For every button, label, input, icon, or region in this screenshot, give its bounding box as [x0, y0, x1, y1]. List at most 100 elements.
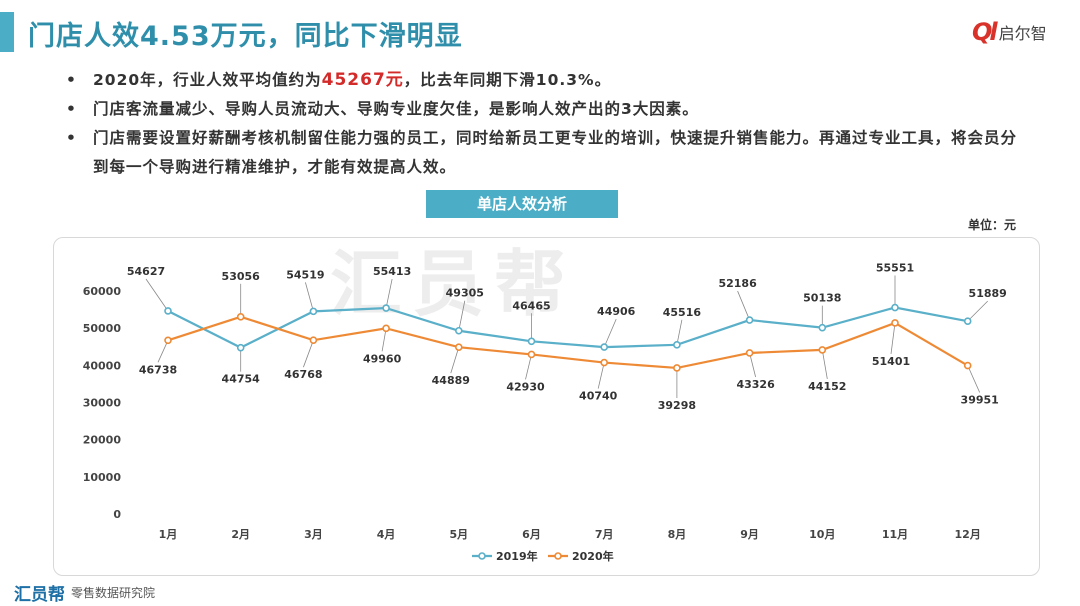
bullet-item: • 门店需要设置好薪酬考核机制留住能力强的员工，同时给新员工更专业的培训，快速提… — [66, 124, 1026, 182]
title-accent-bar — [0, 12, 14, 52]
data-point — [382, 304, 390, 312]
data-label: 54519 — [286, 268, 324, 281]
data-point — [963, 317, 972, 325]
brand-logo: Ql 启尔智 — [972, 18, 1047, 46]
data-point — [164, 307, 172, 315]
data-label-leader — [303, 340, 314, 368]
y-tick-label: 10000 — [83, 471, 122, 484]
data-point — [891, 319, 899, 327]
x-tick-label: 9月 — [740, 528, 759, 541]
page-title: 门店人效4.53万元，同比下滑明显 — [28, 21, 463, 52]
data-label-leader — [821, 349, 828, 379]
x-tick-label: 7月 — [595, 528, 614, 541]
data-label-leader — [450, 347, 460, 374]
data-label: 44152 — [808, 380, 846, 393]
data-label: 46738 — [139, 363, 177, 376]
data-point — [818, 323, 827, 332]
x-tick-label: 4月 — [377, 528, 396, 541]
chart-title: 单店人效分析 — [426, 190, 618, 218]
bullet-text-post: ，比去年同期下滑10.3%。 — [403, 71, 612, 89]
footer-logo: 汇员帮 — [14, 584, 65, 605]
data-point — [891, 303, 899, 312]
x-tick-label: 2月 — [231, 528, 250, 541]
data-label: 44754 — [222, 373, 261, 386]
legend-marker — [554, 552, 562, 560]
x-tick-label: 1月 — [159, 528, 178, 541]
data-label-leader — [603, 318, 617, 348]
data-label: 51401 — [872, 355, 910, 368]
y-tick-label: 60000 — [83, 285, 122, 298]
highlight-value: 45267元 — [321, 70, 404, 90]
data-label-leader — [597, 362, 605, 389]
data-point — [745, 316, 754, 324]
data-label: 55413 — [373, 265, 411, 278]
logo-text: 启尔智 — [998, 24, 1047, 43]
data-label: 44906 — [597, 305, 636, 318]
legend-entry: 2020年 — [572, 549, 614, 563]
data-label: 49305 — [446, 287, 484, 300]
x-tick-label: 8月 — [668, 528, 687, 541]
bullet-marker: • — [66, 100, 77, 118]
data-point — [236, 343, 245, 352]
footer: 汇员帮 零售数据研究院 — [0, 578, 155, 606]
data-point — [527, 337, 536, 346]
data-point — [818, 346, 827, 354]
series-line-2020年 — [167, 315, 969, 370]
bullet-marker: • — [66, 129, 77, 147]
data-label: 45516 — [663, 306, 702, 319]
data-point — [454, 343, 463, 351]
x-tick-label: 12月 — [955, 528, 981, 541]
bullet-text: 2020年，行业人效平均值约为45267元，比去年同期下滑10.3%。 — [93, 66, 611, 95]
x-tick-label: 3月 — [304, 528, 323, 541]
unit-label: 单位：元 — [968, 218, 1017, 232]
data-label: 50138 — [803, 292, 841, 305]
series-line-2019年 — [167, 306, 968, 349]
data-label: 49960 — [363, 352, 402, 365]
data-label: 46465 — [512, 299, 550, 312]
x-tick-label: 11月 — [882, 528, 908, 541]
y-tick-label: 0 — [113, 508, 121, 521]
watermark: 汇员帮 — [330, 242, 577, 326]
data-point — [309, 307, 318, 316]
legend-entry: 2019年 — [496, 549, 538, 563]
data-point — [236, 313, 245, 321]
legend-marker — [478, 552, 486, 560]
x-tick-label: 6月 — [522, 528, 541, 541]
bullet-item: • 门店客流量减少、导购人员流动大、导购专业度欠佳，是影响人效产出的3大因素。 — [66, 95, 1026, 124]
data-label-leader — [737, 290, 750, 321]
data-label: 54627 — [127, 265, 165, 278]
data-label-leader — [145, 278, 169, 312]
data-label-leader — [381, 328, 387, 352]
y-tick-label: 20000 — [83, 434, 122, 447]
data-point — [164, 336, 172, 345]
chart-frame — [53, 237, 1040, 576]
data-point — [382, 324, 390, 333]
data-label-leader — [967, 300, 988, 322]
bullet-text: 门店需要设置好薪酬考核机制留住能力强的员工，同时给新员工更专业的培训，快速提升销… — [93, 129, 1018, 176]
x-tick-label: 5月 — [449, 528, 468, 541]
bullet-text-pre: 2020年，行业人效平均值约为 — [93, 71, 322, 89]
data-point — [600, 358, 609, 367]
data-point — [963, 361, 972, 370]
data-label-leader — [305, 282, 314, 312]
bullet-marker: • — [66, 71, 77, 89]
data-label-leader — [749, 352, 756, 378]
data-label: 53056 — [222, 270, 261, 283]
bullet-list: • 2020年，行业人效平均值约为45267元，比去年同期下滑10.3%。 • … — [66, 66, 1026, 182]
data-label: 39298 — [658, 399, 696, 412]
data-point — [673, 341, 681, 349]
y-tick-label: 50000 — [83, 322, 122, 335]
data-point — [527, 350, 536, 359]
data-point — [454, 326, 463, 335]
data-point — [745, 349, 754, 357]
data-label: 44889 — [432, 374, 470, 387]
data-label: 52186 — [718, 277, 757, 290]
x-tick-label: 10月 — [809, 528, 835, 541]
data-label-leader — [157, 340, 169, 363]
y-tick-label: 40000 — [83, 359, 122, 372]
data-point — [309, 336, 318, 344]
data-label: 55551 — [876, 262, 914, 275]
data-label: 51889 — [969, 287, 1007, 300]
data-point — [600, 343, 609, 351]
